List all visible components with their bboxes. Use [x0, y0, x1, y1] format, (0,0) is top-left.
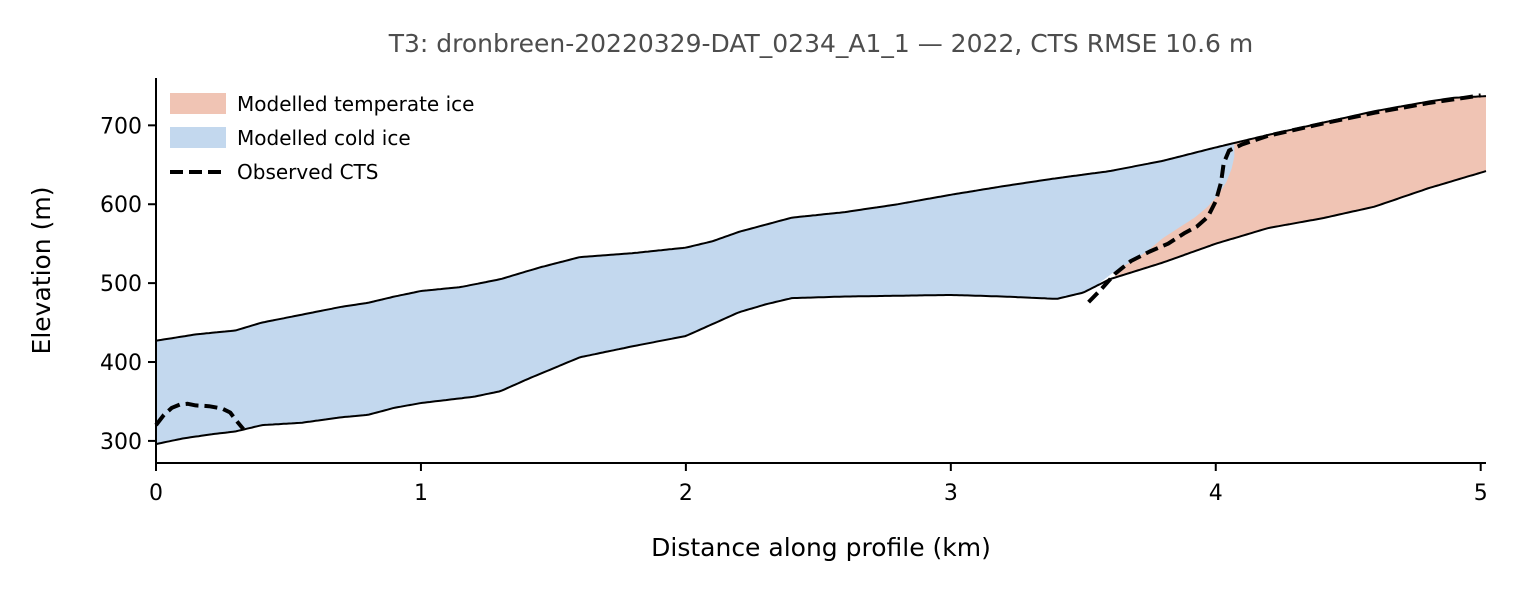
legend-label-cold: Modelled cold ice [237, 126, 411, 150]
glacier-bed-line [155, 170, 1487, 446]
y-tick-label: 500 [100, 272, 142, 297]
chart-title: T3: dronbreen-20220329-DAT_0234_A1_1 — 2… [388, 29, 1254, 58]
plot-lines [154, 93, 1487, 446]
legend-label-observed-cts: Observed CTS [237, 160, 378, 184]
plot-areas [156, 96, 1486, 445]
x-tick-label: 0 [149, 481, 163, 506]
temperate-ice-area [1115, 96, 1486, 278]
y-tick-label: 400 [100, 351, 142, 376]
ticks: 0 1 2 3 4 5 300 400 500 600 700 [100, 114, 1488, 506]
legend: Modelled temperate ice Modelled cold ice… [170, 92, 474, 184]
legend-swatch-cold [170, 127, 226, 148]
x-tick-label: 3 [944, 481, 958, 506]
y-axis-label: Elevation (m) [27, 187, 56, 355]
cold-ice-area [156, 143, 1235, 445]
x-tick-label: 5 [1474, 481, 1488, 506]
y-tick-label: 300 [100, 430, 142, 455]
x-tick-label: 1 [414, 481, 428, 506]
x-axis-label: Distance along profile (km) [651, 533, 991, 562]
x-tick-label: 2 [679, 481, 693, 506]
y-tick-label: 600 [100, 193, 142, 218]
y-tick-label: 700 [100, 114, 142, 139]
x-tick-label: 4 [1209, 481, 1223, 506]
axes [155, 78, 1486, 464]
legend-swatch-temperate [170, 93, 226, 114]
observed-cts-line-2 [1087, 93, 1481, 304]
legend-label-temperate: Modelled temperate ice [237, 92, 474, 116]
observed-cts-line-1 [154, 401, 245, 431]
